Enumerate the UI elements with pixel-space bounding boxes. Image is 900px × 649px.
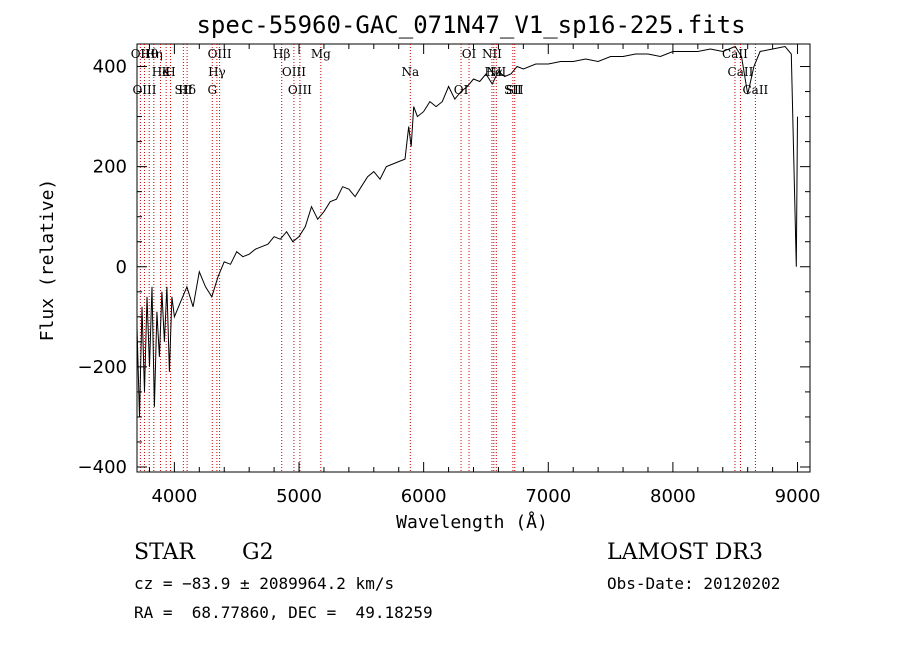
x-tick-label: 7000 (525, 486, 571, 507)
x-tick-label: 6000 (401, 486, 447, 507)
spectral-line-label: Hβ (273, 47, 290, 61)
spectral-line-label: CaII (722, 47, 748, 61)
x-axis-ticks (148, 44, 799, 472)
spectral-line-label: G (207, 83, 217, 97)
y-tick-label: 400 (93, 57, 127, 78)
spectral-line-label: OI (454, 83, 469, 97)
spectral-line-label: Hα (485, 65, 504, 79)
spectral-line-label: Hδ (178, 83, 196, 97)
spectral-line-label: NII (486, 65, 506, 79)
spectral-line-label: OII (131, 47, 151, 61)
x-tick-label: 4000 (151, 486, 197, 507)
x-tick-label: 5000 (276, 486, 322, 507)
spectral-line-label: Mg (311, 47, 331, 61)
y-tick-labels: −400 −200 0 200 400 (78, 57, 127, 478)
spectral-line-label: SII (504, 83, 522, 97)
y-tick-label: 200 (93, 157, 127, 178)
spectral-line-label: OI (462, 47, 477, 61)
y-axis-label: Flux (relative) (37, 179, 58, 342)
y-axis-ticks (137, 66, 810, 468)
plot-frame (136, 43, 811, 473)
object-type: STAR (134, 540, 195, 565)
spectral-line-label: OIII (132, 83, 156, 97)
x-tick-label: 9000 (775, 486, 821, 507)
y-tick-label: −400 (78, 457, 127, 478)
spectral-subclass: G2 (242, 540, 274, 565)
spectral-line-label: H (165, 65, 175, 79)
spectral-line-label: Hη (145, 47, 163, 61)
spectral-line-label: OIII (208, 47, 232, 61)
observation-date: Obs-Date: 20120202 (607, 574, 781, 593)
chart-title: spec-55960-GAC_071N47_V1_sp16-225.fits (196, 11, 745, 39)
spectral-line-label: SII (506, 83, 524, 97)
flux-series-line (136, 45, 798, 417)
x-axis-label: Wavelength (Å) (396, 511, 548, 533)
spectral-line-label: CaII (728, 65, 754, 79)
y-tick-label: −200 (78, 357, 127, 378)
survey-name: LAMOST DR3 (607, 540, 763, 565)
spectral-line-label: Hθ (140, 47, 158, 61)
spectral-line-label: He (152, 65, 170, 79)
spectral-line-label: SII (175, 83, 193, 97)
sky-coordinates: RA = 68.77860, DEC = 49.18259 (134, 603, 433, 622)
redshift-readout: cz = −83.9 ± 2089964.2 km/s (134, 574, 395, 593)
spectral-line-label: Hγ (208, 65, 226, 79)
y-tick-label: 0 (116, 257, 127, 278)
spectral-line-label: OIII (282, 65, 306, 79)
spectral-lines (139, 44, 756, 472)
spectral-line-label: K (162, 65, 172, 79)
spectral-line-label: OIII (288, 83, 312, 97)
x-tick-labels: 4000 5000 6000 7000 8000 9000 (151, 486, 820, 507)
spectral-line-label: Na (401, 65, 419, 79)
spectral-line-label: NII (482, 47, 502, 61)
x-tick-label: 8000 (650, 486, 696, 507)
